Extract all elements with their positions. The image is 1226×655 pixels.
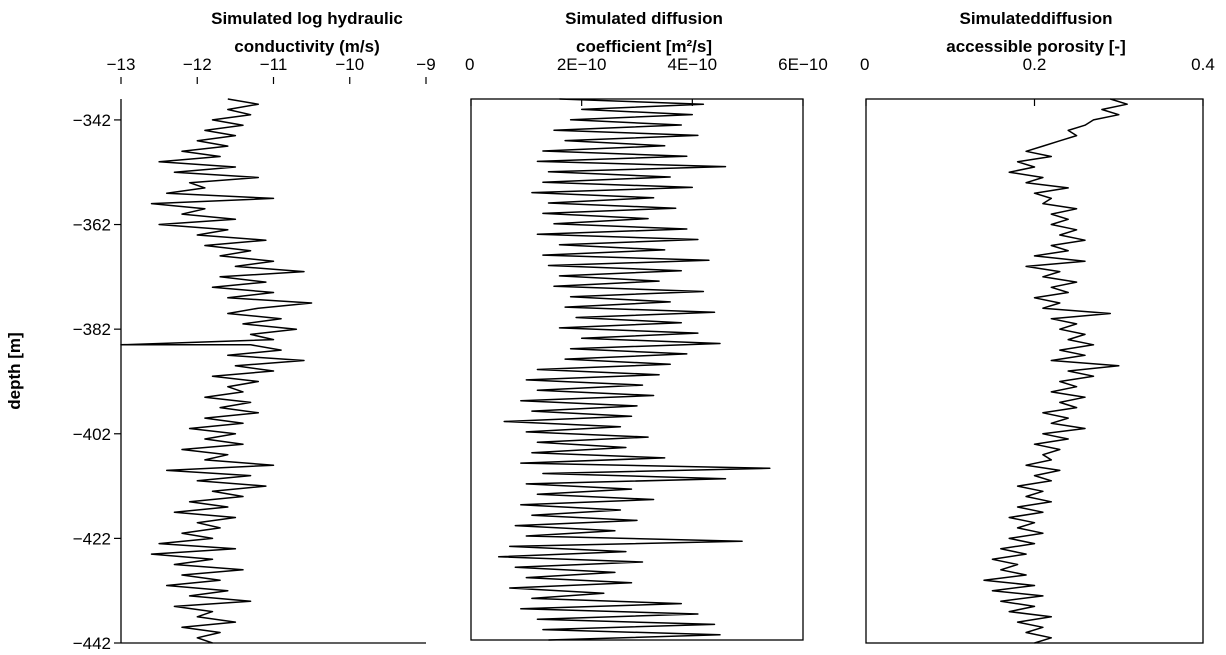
chart-title-line: coefficient [m²/s] [576, 37, 712, 56]
y-tick-label: −362 [73, 216, 111, 235]
y-axis-label: depth [m] [5, 332, 24, 409]
y-tick-label: −442 [73, 634, 111, 650]
x-tick-label: 0.2 [1023, 55, 1047, 74]
y-tick-label: −422 [73, 529, 111, 548]
y-tick-label: −382 [73, 320, 111, 339]
y-tick-label: −342 [73, 111, 111, 130]
x-tick-label: −10 [335, 55, 364, 74]
x-tick-label: −11 [260, 55, 288, 74]
x-tick-label: 2E−10 [557, 55, 607, 74]
chart-title-line: Simulateddiffusion [960, 9, 1113, 28]
series-line [983, 98, 1128, 644]
chart-title-line: Simulated diffusion [565, 9, 723, 28]
series-line [120, 98, 313, 644]
chart-title-line: accessible porosity [-] [946, 37, 1126, 56]
y-tick-label: −402 [73, 425, 111, 444]
plot-frame [470, 98, 804, 641]
chart-title-line: conductivity (m/s) [234, 37, 379, 56]
x-tick-label: 4E−10 [668, 55, 718, 74]
x-tick-label: 0 [860, 55, 869, 74]
x-tick-label: 6E−10 [778, 55, 828, 74]
x-tick-label: −9 [416, 55, 435, 74]
x-tick-label: 0.4 [1191, 55, 1215, 74]
chart-title-line: Simulated log hydraulic [211, 9, 403, 28]
x-tick-label: −12 [183, 55, 212, 74]
series-line [497, 98, 771, 641]
x-tick-label: −13 [107, 55, 136, 74]
x-tick-label: 0 [465, 55, 474, 74]
